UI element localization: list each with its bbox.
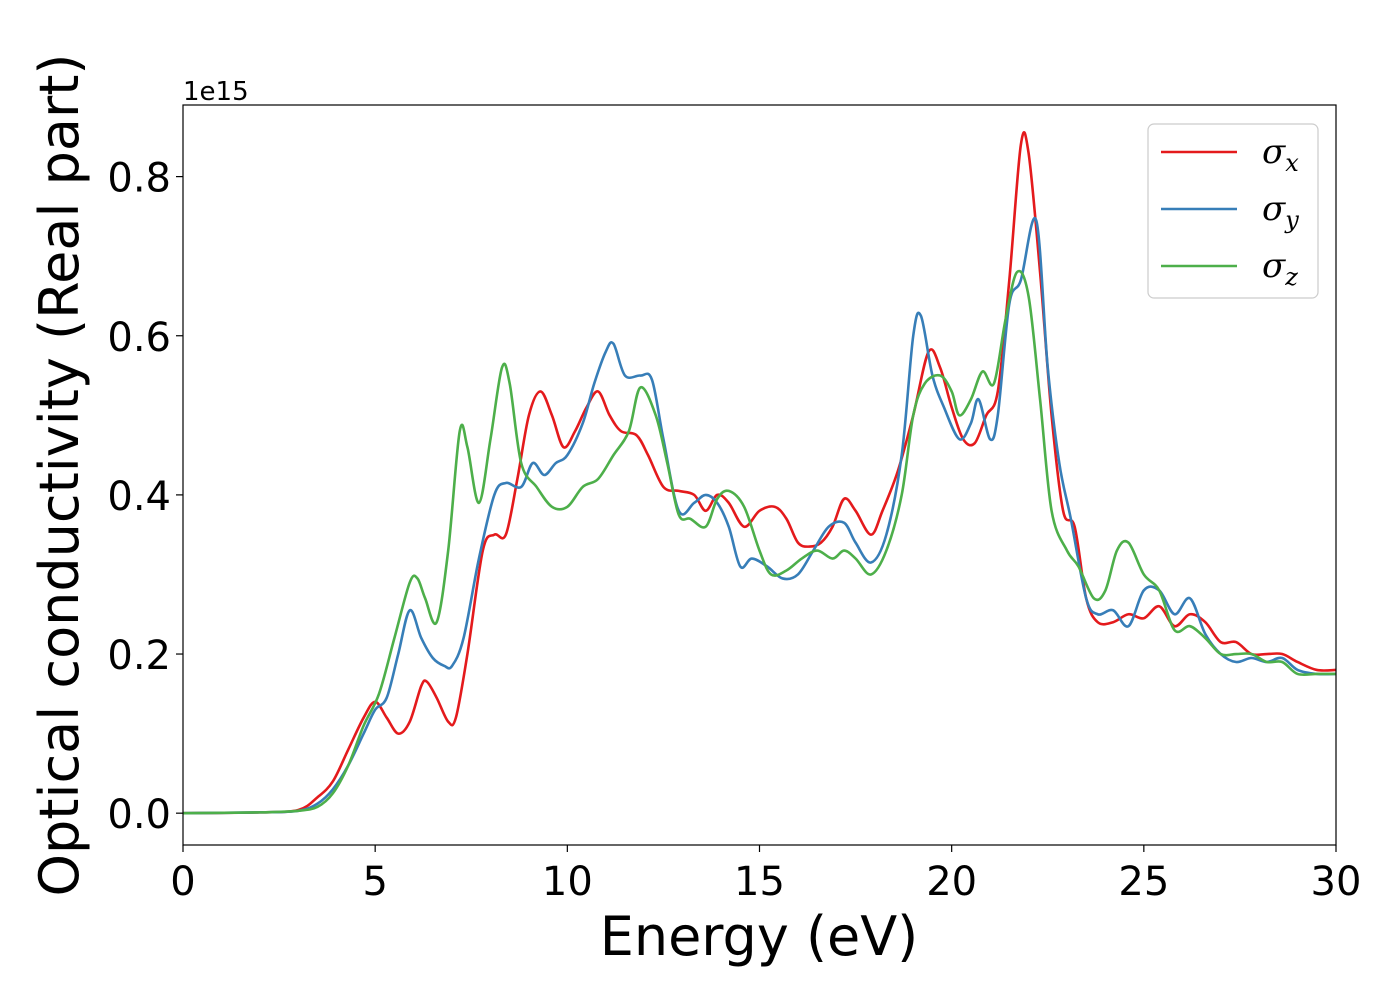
x-tick-label: 10: [542, 859, 593, 905]
x-tick-label: 5: [362, 859, 387, 905]
x-tick-label: 0: [170, 859, 195, 905]
y-axis-label: Optical conductivity (Real part): [28, 54, 91, 897]
x-axis-label: Energy (eV): [600, 905, 919, 968]
legend-box: [1147, 123, 1319, 299]
series-line-sigma-x: [183, 131, 1336, 815]
y-axis-ticks: 0.0 0.2 0.4 0.6 0.8: [107, 156, 183, 838]
x-tick-label: 25: [1118, 859, 1169, 905]
x-tick-label: 30: [1311, 859, 1362, 905]
y-offset-label: 1e15: [183, 77, 249, 107]
y-tick-label: 0.8: [107, 156, 171, 202]
x-tick-label: 15: [734, 859, 785, 905]
series-line-sigma-z: [183, 269, 1336, 815]
y-tick-label: 0.6: [107, 315, 171, 361]
y-tick-label: 0.0: [107, 792, 171, 838]
x-tick-label: 20: [926, 859, 977, 905]
series-layer: [183, 131, 1336, 815]
legend-label-sigma-y: σy: [1262, 189, 1299, 234]
legend-label-sigma-z: σz: [1262, 246, 1298, 291]
legend-label-sigma-x: σx: [1262, 132, 1299, 177]
y-tick-label: 0.4: [107, 474, 171, 520]
x-axis-ticks: 0 5 10 15 20 25 30: [170, 845, 1361, 905]
series-line-sigma-y: [183, 216, 1336, 815]
y-tick-label: 0.2: [107, 633, 171, 679]
legend: σx σy σz: [1147, 123, 1319, 299]
